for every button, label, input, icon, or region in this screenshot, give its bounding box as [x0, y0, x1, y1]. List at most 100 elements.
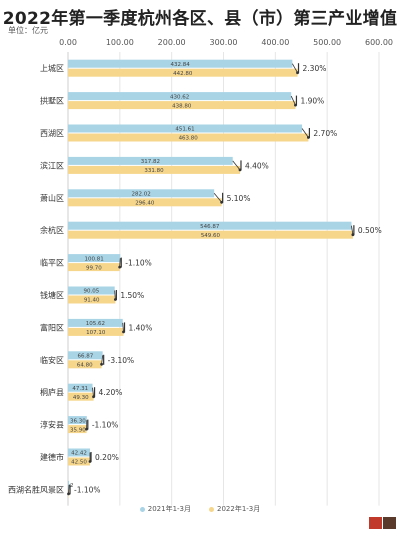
category-label: 临平区 — [40, 258, 64, 268]
bar-2022 — [68, 198, 222, 207]
legend: 2021年1-3月 2022年1-3月 — [0, 504, 400, 514]
category-label: 富阳区 — [40, 322, 64, 332]
legend-label-2022: 2022年1-3月 — [217, 505, 261, 513]
data-label-2021: 451.61 — [175, 127, 194, 133]
growth-label: 0.20% — [95, 453, 119, 462]
growth-dot — [113, 298, 117, 301]
data-label-2021: 42.42 — [71, 451, 87, 457]
legend-item-2022[interactable]: 2022年1-3月 — [209, 504, 260, 514]
growth-label: 1.90% — [300, 97, 324, 106]
category-label: 西湖区 — [40, 129, 64, 138]
growth-dot — [100, 362, 103, 366]
growth-label: 4.20% — [99, 388, 123, 397]
bar-2021 — [68, 318, 123, 327]
data-label-2021: 105.62 — [86, 321, 105, 327]
growth-dot — [118, 265, 122, 269]
growth-label: 4.40% — [245, 161, 269, 170]
growth-connector — [101, 355, 104, 365]
data-label-2022: 42.50 — [71, 460, 87, 466]
bar-2022 — [68, 425, 87, 434]
growth-connector — [122, 322, 124, 332]
bar-2021 — [68, 480, 70, 489]
category-label: 桐庐县 — [40, 387, 64, 397]
logo — [369, 517, 396, 529]
data-label-2022: 438.80 — [172, 103, 192, 109]
growth-dot — [92, 395, 95, 399]
data-label-2021: 100.81 — [85, 256, 104, 262]
bar-2021 — [68, 254, 121, 263]
growth-connector — [68, 484, 70, 494]
category-label: 余杭区 — [40, 225, 64, 235]
legend-label-2021: 2021年1-3月 — [147, 505, 191, 513]
category-label: 西湖名胜风景区 — [8, 484, 64, 494]
bar-2021 — [68, 383, 93, 392]
logo-block-red — [369, 517, 382, 529]
bar-2021 — [68, 92, 292, 101]
category-label: 拱墅区 — [40, 96, 64, 106]
category-label: 建德市 — [40, 452, 64, 462]
growth-dot — [351, 233, 355, 237]
growth-connector — [114, 290, 116, 300]
data-label-2022: 331.80 — [144, 168, 164, 174]
category-label: 上城区 — [40, 64, 64, 73]
data-label-2022: 107.10 — [86, 330, 106, 336]
data-label-2021: 66.87 — [77, 354, 93, 360]
bar-2022 — [68, 230, 353, 239]
unit-label: 单位：亿元 — [8, 26, 48, 35]
x-tick-label: 100.00 — [106, 38, 134, 47]
growth-dot — [67, 492, 70, 496]
bar-2022 — [68, 133, 309, 142]
growth-dot — [294, 103, 297, 107]
data-label-2022: 463.80 — [179, 136, 199, 142]
bar-2021 — [68, 416, 87, 425]
bar-2021 — [68, 351, 103, 360]
legend-item-2021[interactable]: 2021年1-3月 — [139, 504, 191, 514]
data-label-2021: 317.82 — [141, 159, 160, 165]
data-label-2022: 549.60 — [201, 233, 221, 239]
growth-dot — [220, 200, 224, 204]
data-label-2021: 2 — [70, 483, 74, 489]
data-label-2022: 64.80 — [77, 363, 93, 369]
bar-2021 — [68, 221, 352, 230]
category-label: 滨江区 — [40, 160, 64, 170]
data-label-2021: 432.84 — [171, 62, 191, 68]
growth-dot — [296, 71, 299, 75]
bar-2021 — [68, 189, 215, 198]
bar-2021 — [68, 448, 90, 457]
data-label-2022: 442.80 — [173, 71, 193, 77]
growth-dot — [85, 427, 89, 431]
x-tick-label: 600.00 — [365, 38, 393, 47]
bar-2022 — [68, 360, 102, 369]
bar-2022 — [68, 68, 298, 77]
bar-2022 — [68, 295, 116, 304]
data-label-2022: 91.40 — [84, 298, 100, 304]
growth-connector — [119, 258, 121, 268]
bar-2021 — [68, 286, 115, 295]
growth-dot — [307, 136, 310, 139]
bar-2022 — [68, 457, 91, 466]
bar-2022 — [68, 327, 124, 336]
growth-label: 2.30% — [303, 64, 327, 73]
growth-dot — [238, 168, 242, 172]
growth-label: 1.50% — [120, 291, 144, 300]
growth-connector — [232, 160, 241, 171]
growth-connector — [351, 225, 354, 235]
bar-2021 — [68, 156, 233, 165]
data-label-2021: 36.30 — [70, 418, 86, 424]
x-tick-label: 0.00 — [59, 38, 77, 47]
bar-2022 — [68, 263, 120, 272]
growth-label: 1.40% — [129, 323, 153, 332]
growth-connector — [301, 128, 309, 138]
growth-connector — [92, 387, 94, 397]
growth-dot — [122, 330, 125, 334]
bar-2021 — [68, 124, 303, 133]
bar-2022 — [68, 392, 94, 401]
x-tick-label: 400.00 — [261, 38, 289, 47]
chart-title: 2022年第一季度杭州各区、县（市）第三产业增值 — [2, 9, 398, 29]
growth-connector — [292, 63, 298, 73]
category-label: 萧山区 — [40, 193, 64, 203]
data-label-2021: 430.62 — [170, 94, 189, 100]
bar-2022 — [68, 101, 296, 110]
growth-dot — [88, 460, 92, 463]
